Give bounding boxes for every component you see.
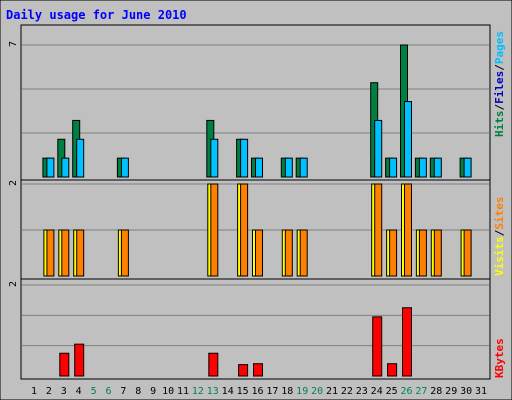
bar-pages-day-19: [299, 157, 308, 178]
bar-sites-day-15: [240, 183, 249, 277]
legend-item-visits: Visits: [493, 236, 506, 276]
x-tick-label-day-21: 21: [326, 386, 338, 397]
x-tick-label-day-23: 23: [356, 386, 368, 397]
legend-item-sites: Sites: [493, 197, 506, 230]
legend-item-files: Files: [493, 71, 506, 104]
bar-sites-day-28: [433, 229, 442, 277]
x-tick-label-day-27: 27: [415, 386, 427, 397]
panel-hits-files-pages: 7: [8, 24, 491, 181]
legend-item-slash: /: [493, 64, 506, 71]
bar-pages-day-24: [374, 119, 383, 178]
bar-pages-day-2: [46, 157, 55, 178]
legend-item-slash: /: [493, 104, 506, 111]
bar-kbytes-day-26: [402, 307, 412, 377]
bar-pages-day-28: [433, 157, 442, 178]
bar-sites-day-27: [418, 229, 427, 277]
x-tick-label-day-28: 28: [430, 386, 442, 397]
panel-frame-hits-files-pages: [20, 24, 491, 181]
x-tick-label-day-26: 26: [400, 386, 412, 397]
bar-sites-day-24: [374, 183, 383, 277]
legend-item-hits: Hits: [493, 111, 506, 138]
y-max-label: 7: [8, 41, 19, 47]
x-tick-label-day-13: 13: [207, 386, 219, 397]
x-tick-label-day-8: 8: [135, 386, 141, 397]
x-tick-label-day-17: 17: [266, 386, 278, 397]
legend-middle: Visits/Sites: [493, 197, 506, 277]
bar-pages-day-15: [240, 138, 249, 178]
x-tick-label-day-11: 11: [177, 386, 189, 397]
panel-kbytes: 2: [8, 278, 491, 380]
bar-sites-day-25: [389, 229, 398, 277]
bar-sites-day-4: [76, 229, 85, 277]
bar-kbytes-day-13: [208, 352, 219, 377]
bar-kbytes-day-3: [59, 352, 70, 377]
x-tick-label-day-3: 3: [61, 386, 67, 397]
bar-pages-day-27: [418, 157, 427, 178]
legend-item-slash: /: [493, 229, 506, 236]
x-axis-day-labels: 1 2 3 4 5 6 7 8 9 10 11 12 13 14 15 16 17 18 19 20 21 22 23 24 2…: [31, 386, 487, 397]
x-tick-label-day-10: 10: [162, 386, 174, 397]
x-tick-label-day-5: 5: [91, 386, 97, 397]
x-tick-label-day-20: 20: [311, 386, 323, 397]
x-tick-label-day-2: 2: [46, 386, 52, 397]
x-tick-label-day-15: 15: [237, 386, 249, 397]
x-tick-label-day-16: 16: [251, 386, 263, 397]
bar-pages-day-30: [463, 157, 472, 178]
x-tick-label-day-12: 12: [192, 386, 204, 397]
x-tick-label-day-24: 24: [371, 386, 383, 397]
bar-sites-day-19: [299, 229, 308, 277]
bar-sites-day-13: [210, 183, 219, 277]
x-tick-label-day-22: 22: [341, 386, 353, 397]
x-tick-label-day-14: 14: [222, 386, 234, 397]
bar-sites-day-26: [404, 183, 412, 277]
chart-panels: 7 2 2: [8, 24, 491, 380]
bar-pages-day-13: [210, 138, 219, 178]
chart-title: Daily usage for June 2010: [6, 8, 187, 22]
y-max-label: 2: [8, 281, 19, 287]
bar-pages-day-7: [120, 157, 129, 178]
legend-item-pages: Pages: [493, 31, 506, 64]
bar-sites-day-2: [46, 229, 55, 277]
bar-kbytes-day-15: [238, 364, 249, 377]
x-tick-label-day-7: 7: [120, 386, 126, 397]
x-tick-label-day-30: 30: [460, 386, 472, 397]
legend-item-kbytes: KBytes: [493, 338, 506, 378]
bar-pages-day-26: [404, 101, 412, 178]
x-tick-label-day-6: 6: [105, 386, 111, 397]
x-tick-label-day-19: 19: [296, 386, 308, 397]
bar-sites-day-16: [255, 229, 263, 277]
x-tick-label-day-29: 29: [445, 386, 457, 397]
y-max-label: 2: [8, 180, 19, 186]
legend-top: Hits/Files/Pages: [493, 31, 506, 137]
bar-pages-day-25: [389, 157, 398, 178]
x-tick-label-day-31: 31: [475, 386, 487, 397]
x-tick-label-day-4: 4: [76, 386, 82, 397]
bar-sites-day-3: [61, 229, 70, 277]
bar-sites-day-7: [120, 229, 129, 277]
bar-kbytes-day-16: [253, 363, 263, 377]
bar-kbytes-day-4: [74, 343, 85, 377]
x-tick-label-day-1: 1: [31, 386, 37, 397]
bar-pages-day-16: [255, 157, 263, 178]
bar-pages-day-18: [284, 157, 293, 178]
bar-kbytes-day-24: [372, 316, 383, 377]
x-tick-label-day-9: 9: [150, 386, 156, 397]
bar-kbytes-day-25: [387, 363, 398, 377]
x-tick-label-day-25: 25: [386, 386, 398, 397]
x-tick-label-day-18: 18: [281, 386, 293, 397]
bar-pages-day-3: [61, 157, 70, 178]
bar-pages-day-4: [76, 138, 85, 178]
bar-sites-day-30: [463, 229, 472, 277]
legend-bottom: KBytes: [493, 338, 506, 378]
panel-visits-sites: 2: [8, 179, 491, 280]
bar-sites-day-18: [284, 229, 293, 277]
